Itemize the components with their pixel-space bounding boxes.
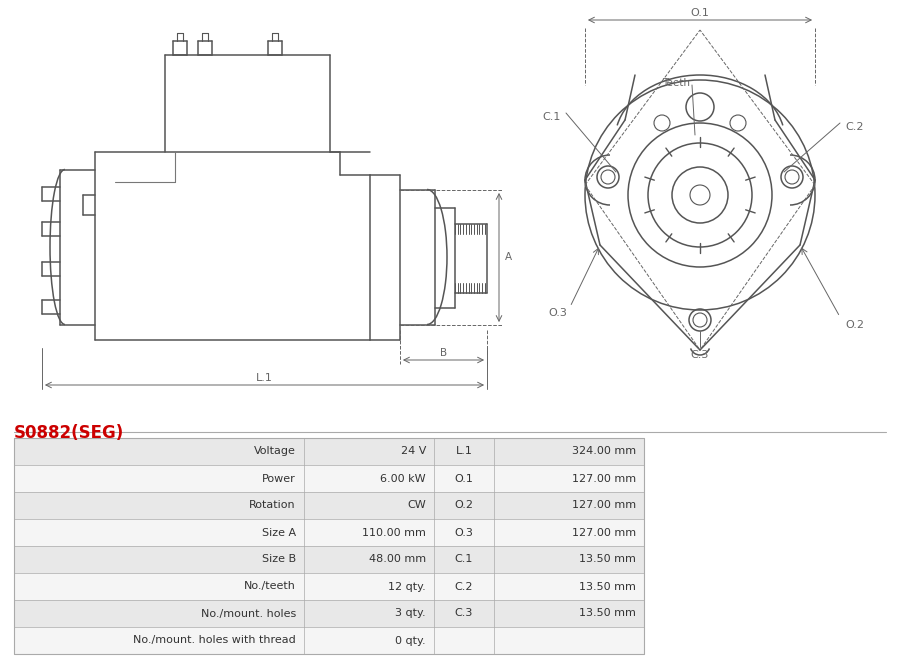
Text: 13.50 mm: 13.50 mm (579, 554, 636, 565)
Text: S0882(SEG): S0882(SEG) (14, 424, 124, 442)
Text: O.1: O.1 (690, 8, 709, 18)
Text: C.2: C.2 (454, 581, 473, 592)
Text: Rotation: Rotation (249, 500, 296, 511)
Text: O.3: O.3 (549, 308, 567, 318)
Text: Size B: Size B (262, 554, 296, 565)
Text: C.3: C.3 (454, 608, 473, 619)
Text: 13.50 mm: 13.50 mm (579, 608, 636, 619)
Bar (14, 627, 644, 654)
Text: 3 qty.: 3 qty. (395, 608, 426, 619)
Text: L.1: L.1 (455, 447, 472, 457)
Text: B: B (440, 348, 447, 358)
Text: C.3: C.3 (691, 350, 709, 360)
Text: No./mount. holes: No./mount. holes (201, 608, 296, 619)
Text: 24 V: 24 V (400, 447, 426, 457)
Text: Power: Power (262, 474, 296, 484)
Text: 127.00 mm: 127.00 mm (572, 500, 636, 511)
Bar (14, 600, 644, 627)
Text: 0 qty.: 0 qty. (395, 635, 426, 646)
Text: C.2: C.2 (846, 122, 864, 132)
Bar (14, 438, 644, 465)
Text: C.1: C.1 (454, 554, 473, 565)
Bar (14, 519, 644, 546)
Text: 48.00 mm: 48.00 mm (369, 554, 426, 565)
Bar (14, 492, 644, 519)
Text: A: A (505, 252, 512, 262)
Bar (14, 438, 644, 654)
Text: 127.00 mm: 127.00 mm (572, 474, 636, 484)
Text: No./mount. holes with thread: No./mount. holes with thread (133, 635, 296, 646)
Text: Voltage: Voltage (254, 447, 296, 457)
Text: 12 qty.: 12 qty. (388, 581, 426, 592)
Bar (14, 546, 644, 573)
Text: 110.00 mm: 110.00 mm (362, 527, 426, 538)
Text: O.3: O.3 (454, 527, 473, 538)
Text: 324.00 mm: 324.00 mm (572, 447, 636, 457)
Bar (14, 573, 644, 600)
Text: 6.00 kW: 6.00 kW (381, 474, 426, 484)
Text: CW: CW (407, 500, 426, 511)
Bar (14, 465, 644, 492)
Text: L.1: L.1 (256, 373, 273, 383)
Text: Size A: Size A (262, 527, 296, 538)
Text: C.1: C.1 (543, 112, 562, 122)
Text: 127.00 mm: 127.00 mm (572, 527, 636, 538)
Text: Teeth: Teeth (662, 78, 690, 88)
Text: 13.50 mm: 13.50 mm (579, 581, 636, 592)
Text: O.2: O.2 (454, 500, 473, 511)
Text: O.2: O.2 (845, 320, 865, 330)
Text: O.1: O.1 (454, 474, 473, 484)
Text: No./teeth: No./teeth (244, 581, 296, 592)
